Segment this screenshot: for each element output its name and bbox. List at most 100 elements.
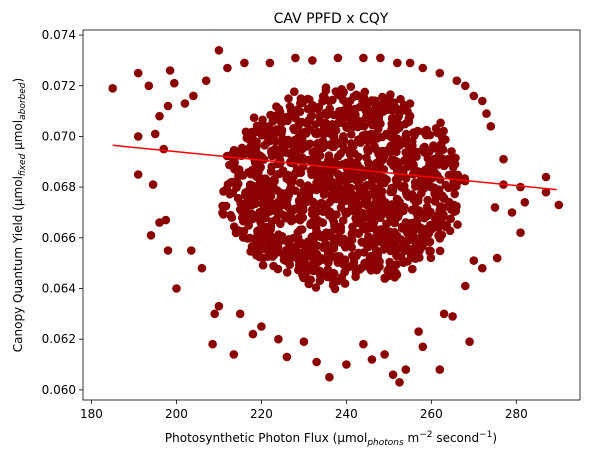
scatter-point xyxy=(285,260,295,270)
scatter-point xyxy=(339,132,348,141)
scatter-point xyxy=(342,360,351,369)
scatter-point xyxy=(378,92,387,102)
scatter-point xyxy=(148,180,158,189)
y-tick-label: 0.072 xyxy=(42,79,76,93)
scatter-point xyxy=(367,178,376,188)
scatter-point xyxy=(297,225,307,234)
scatter-point xyxy=(374,100,383,110)
scatter-point xyxy=(240,191,250,200)
scatter-point xyxy=(392,116,402,126)
scatter-point xyxy=(435,217,445,227)
scatter-point xyxy=(310,260,320,270)
scatter-point xyxy=(330,284,340,294)
y-tick-label: 0.074 xyxy=(42,28,76,42)
scatter-point xyxy=(490,203,500,212)
scatter-point xyxy=(274,334,283,344)
scatter-point xyxy=(247,242,257,251)
y-axis-label: Canopy Quantum Yield (μmolfixed μmolabor… xyxy=(11,78,28,352)
scatter-point xyxy=(297,270,307,279)
scatter-point xyxy=(353,91,362,100)
scatter-point xyxy=(486,122,496,131)
scatter-point xyxy=(406,224,416,233)
scatter-point xyxy=(431,144,441,153)
scatter-point xyxy=(219,209,228,218)
scatter-point xyxy=(298,144,307,154)
scatter-point xyxy=(328,233,338,243)
scatter-point xyxy=(278,134,287,144)
scatter-point xyxy=(444,170,454,180)
scatter-point xyxy=(312,357,321,367)
scatter-point xyxy=(408,264,417,274)
scatter-point xyxy=(146,231,156,240)
scatter-point xyxy=(342,123,351,132)
scatter-point xyxy=(373,249,383,259)
scatter-point xyxy=(405,58,415,68)
scatter-point xyxy=(333,118,343,128)
scatter-point xyxy=(368,120,377,130)
scatter-point xyxy=(201,76,211,85)
scatter-point xyxy=(376,53,385,63)
scatter-point xyxy=(478,96,487,106)
scatter-point xyxy=(406,141,416,150)
scatter-point xyxy=(417,182,426,192)
scatter-point xyxy=(290,248,300,258)
scatter-point xyxy=(267,217,277,226)
scatter-point xyxy=(246,169,256,179)
scatter-point xyxy=(338,140,347,150)
scatter-point xyxy=(435,246,445,256)
scatter-point xyxy=(420,213,429,223)
scatter-point xyxy=(267,146,276,156)
scatter-point xyxy=(294,255,304,265)
scatter-point xyxy=(445,226,455,236)
scatter-point xyxy=(389,105,398,115)
y-tick-label: 0.060 xyxy=(42,383,76,397)
scatter-point xyxy=(289,215,299,224)
scatter-point xyxy=(364,221,374,230)
scatter-point xyxy=(326,248,335,258)
scatter-point xyxy=(276,201,286,210)
scatter-point xyxy=(316,117,325,126)
scatter-point xyxy=(133,68,143,78)
scatter-point xyxy=(258,260,268,270)
scatter-point xyxy=(377,132,387,142)
scatter-point xyxy=(411,196,421,206)
scatter-point xyxy=(384,144,394,154)
scatter-point xyxy=(385,96,395,106)
scatter-point xyxy=(412,251,422,260)
scatter-point xyxy=(285,149,295,159)
scatter-point xyxy=(385,263,395,273)
x-axis-label-suffix: ) xyxy=(492,431,497,445)
scatter-point xyxy=(418,242,427,251)
scatter-point xyxy=(340,279,350,288)
scatter-point xyxy=(266,136,276,145)
scatter-point xyxy=(358,187,367,196)
scatter-point xyxy=(276,219,285,229)
scatter-point xyxy=(449,200,459,210)
scatter-point xyxy=(453,220,462,229)
scatter-point xyxy=(235,309,245,319)
scatter-point xyxy=(256,177,265,187)
scatter-point xyxy=(248,329,258,339)
scatter-point xyxy=(347,130,356,139)
scatter-point xyxy=(321,125,330,134)
y-tick-label: 0.064 xyxy=(42,281,76,295)
scatter-point xyxy=(163,101,173,111)
scatter-point xyxy=(308,56,317,65)
scatter-point xyxy=(399,244,409,254)
scatter-point xyxy=(377,232,386,241)
scatter-point xyxy=(251,199,260,208)
scatter-point xyxy=(440,157,449,167)
scatter-point xyxy=(446,182,456,192)
scatter-point xyxy=(393,212,403,222)
scatter-point xyxy=(465,337,474,347)
scatter-point xyxy=(447,147,456,156)
scatter-point xyxy=(273,242,283,252)
scatter-point xyxy=(341,172,351,181)
scatter-point xyxy=(283,202,293,212)
scatter-point xyxy=(407,151,416,161)
scatter-point xyxy=(265,58,275,68)
x-tick-label: 260 xyxy=(420,407,443,421)
x-tick-label: 280 xyxy=(505,407,528,421)
scatter-point xyxy=(461,81,470,91)
plot-area xyxy=(82,29,581,401)
